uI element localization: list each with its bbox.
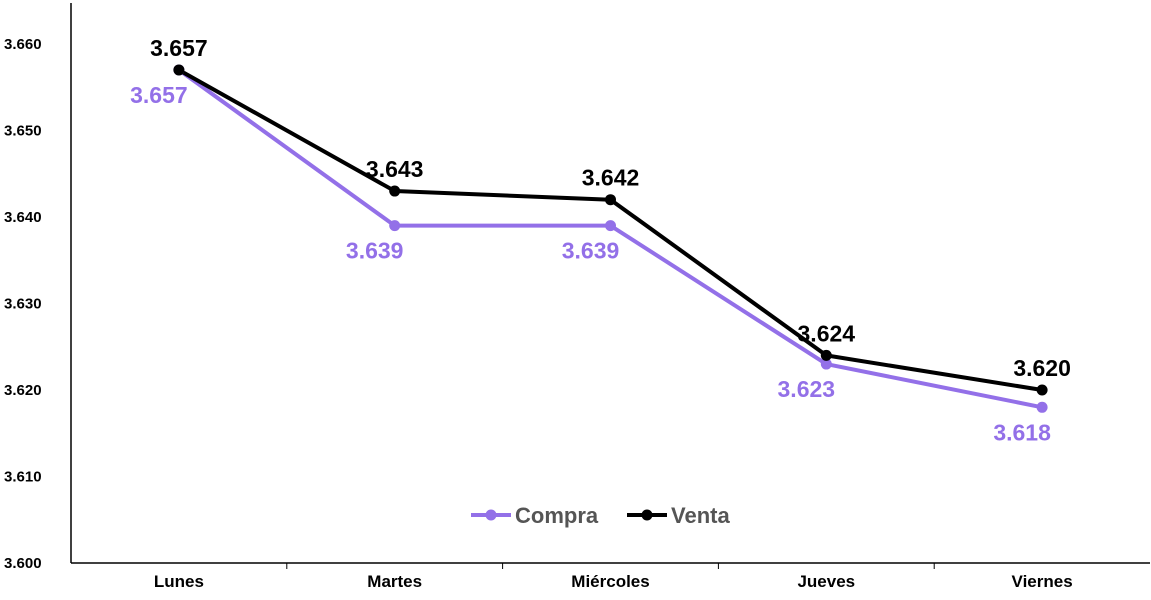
legend-label-venta: Venta bbox=[671, 503, 730, 528]
y-axis-ticks: 3.600 3.610 3.620 3.630 3.640 3.650 3.660 bbox=[4, 36, 42, 572]
data-label-compra: 3.639 bbox=[346, 238, 404, 264]
x-axis-ticks: Lunes Martes Miércoles Jueves Viernes bbox=[154, 563, 1073, 591]
legend-swatch-marker bbox=[641, 509, 653, 521]
data-point-venta bbox=[605, 194, 616, 206]
data-label-venta: 3.624 bbox=[798, 320, 856, 346]
axes bbox=[70, 3, 1150, 564]
data-point-compra bbox=[1036, 401, 1048, 413]
data-label-venta: 3.657 bbox=[150, 35, 208, 61]
data-label-venta: 3.620 bbox=[1013, 355, 1071, 381]
data-point-compra bbox=[605, 220, 616, 232]
data-point-venta bbox=[820, 349, 832, 361]
data-label-compra: 3.623 bbox=[778, 376, 836, 402]
x-tick-label: Lunes bbox=[154, 572, 204, 591]
series bbox=[173, 64, 1048, 413]
y-tick-label: 3.600 bbox=[4, 555, 42, 572]
y-tick-label: 3.640 bbox=[4, 209, 42, 226]
data-point-venta bbox=[1036, 384, 1048, 396]
legend-label-compra: Compra bbox=[515, 503, 599, 528]
data-label-compra: 3.618 bbox=[993, 419, 1051, 445]
data-point-venta bbox=[173, 64, 185, 76]
data-point-compra bbox=[820, 358, 832, 370]
data-label-compra: 3.657 bbox=[130, 82, 188, 108]
x-tick-label: Martes bbox=[367, 572, 422, 591]
x-tick-label: Viernes bbox=[1012, 572, 1073, 591]
data-label-compra: 3.639 bbox=[562, 238, 620, 264]
x-tick-label: Jueves bbox=[797, 572, 855, 591]
y-tick-label: 3.620 bbox=[4, 382, 42, 399]
data-point-venta bbox=[389, 185, 401, 197]
y-tick-label: 3.660 bbox=[4, 36, 42, 53]
y-tick-label: 3.630 bbox=[4, 296, 42, 313]
legend-swatch-marker bbox=[485, 509, 497, 521]
y-tick-label: 3.610 bbox=[4, 469, 42, 486]
data-label-venta: 3.643 bbox=[366, 156, 424, 182]
data-label-venta: 3.642 bbox=[582, 165, 640, 191]
data-point-compra bbox=[389, 220, 401, 232]
legend: Compra Venta bbox=[471, 503, 730, 528]
x-tick-label: Miércoles bbox=[571, 572, 649, 591]
data-labels: 3.657 3.639 3.639 3.623 3.618 3.657 3.643 3.642… bbox=[130, 35, 1071, 445]
y-tick-label: 3.650 bbox=[4, 123, 42, 140]
